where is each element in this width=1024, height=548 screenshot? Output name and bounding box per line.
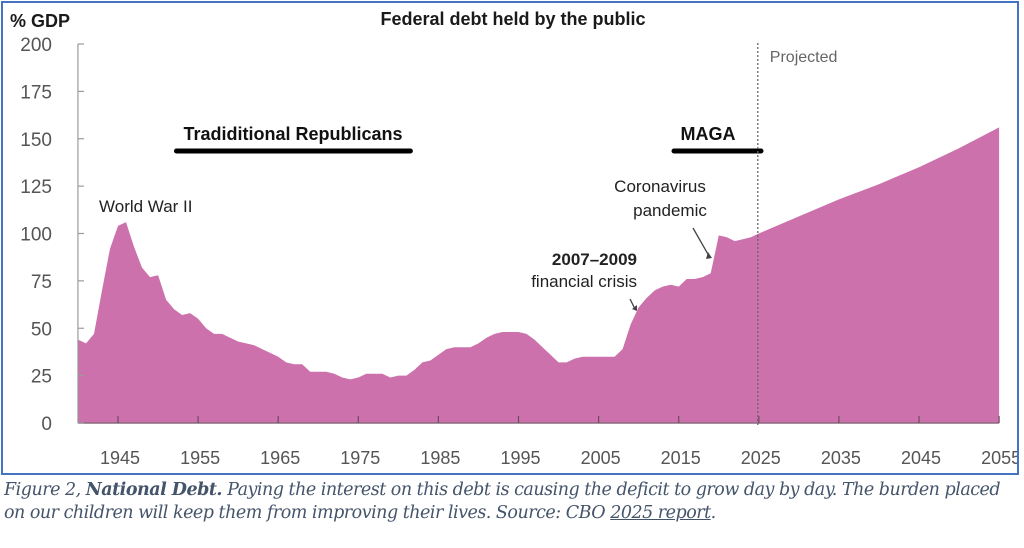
arrow-coronavirus xyxy=(692,227,710,257)
annotation-maga: MAGA xyxy=(681,124,736,144)
arrowhead-crisis xyxy=(632,305,637,311)
x-tick-label: 1955 xyxy=(180,448,220,468)
y-tick-label: 75 xyxy=(31,272,52,293)
x-tick-label: 1945 xyxy=(100,448,140,468)
annotation-pandemic: pandemic xyxy=(633,201,707,220)
x-tick-label: 2025 xyxy=(741,448,781,468)
y-tick-label: 200 xyxy=(20,35,52,56)
y-tick-label: 150 xyxy=(20,130,52,151)
annotation-crisis-label: financial crisis xyxy=(531,272,637,291)
x-tick-label: 2035 xyxy=(821,448,861,468)
y-tick-label: 0 xyxy=(41,414,52,435)
x-tick-label: 2055 xyxy=(981,448,1017,468)
annotation-projected: Projected xyxy=(770,49,838,66)
chart-title: Federal debt held by the public xyxy=(380,9,645,29)
caption-body: Paying the interest on this debt is caus… xyxy=(4,480,1001,523)
y-tick-label: 175 xyxy=(20,82,52,103)
y-tick-label: 25 xyxy=(31,367,52,388)
debt-area xyxy=(77,127,1000,424)
source-link[interactable]: 2025 report xyxy=(610,503,711,523)
y-tick-label: 125 xyxy=(20,177,52,198)
annotation-wwii: World War II xyxy=(99,197,193,216)
caption-title: National Debt. xyxy=(85,480,223,500)
x-tick-label: 1975 xyxy=(340,448,380,468)
y-tick-label: 50 xyxy=(31,319,52,340)
x-tick-label: 2005 xyxy=(581,448,621,468)
y-axis-label: % GDP xyxy=(10,11,70,31)
x-tick-label: 2015 xyxy=(661,448,701,468)
x-tick-label: 2045 xyxy=(901,448,941,468)
annotation-crisis-years: 2007–2009 xyxy=(552,250,637,269)
annotation-coronavirus: Coronavirus xyxy=(614,177,706,196)
caption-prefix: Figure 2, xyxy=(4,480,86,500)
y-tick-label: 100 xyxy=(20,225,52,246)
x-tick-label: 1985 xyxy=(420,448,460,468)
caption-suffix: . xyxy=(710,503,717,523)
figure-caption: Figure 2, National Debt. Paying the inte… xyxy=(4,479,1014,525)
debt-chart: 0 25 50 75 100 125 150 175 200 1945 1955 1965 1975 19… xyxy=(10,9,1017,468)
x-tick-label: 1995 xyxy=(500,448,540,468)
x-tick-label: 1965 xyxy=(260,448,300,468)
chart-frame: 0 25 50 75 100 125 150 175 200 1945 1955 1965 1975 19… xyxy=(1,1,1019,475)
annotation-traditional-republicans: Tradiditional Republicans xyxy=(183,124,402,144)
arrowhead-coronavirus xyxy=(706,252,712,259)
